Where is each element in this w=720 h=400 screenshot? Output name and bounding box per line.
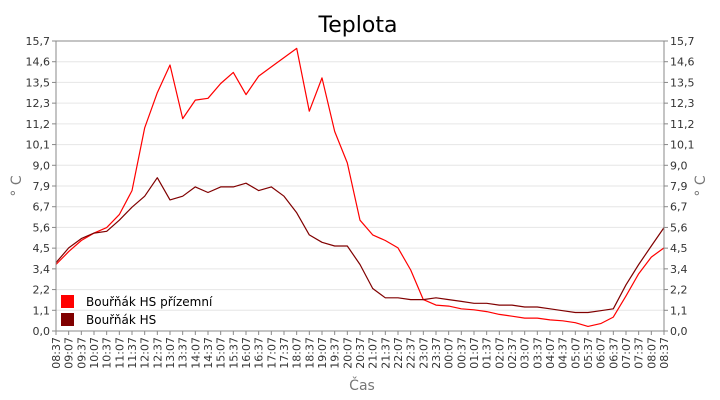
y-tick-label: 12,3 — [26, 97, 51, 110]
y-tick-label: 6,7 — [33, 201, 51, 214]
y-tick-label: 1,1 — [33, 304, 51, 317]
x-tick-label: 02:07 — [493, 337, 506, 369]
gridlines — [56, 61, 664, 311]
x-tick-label: 11:37 — [126, 337, 139, 369]
y-tick-label: 15,7 — [670, 35, 695, 48]
y-tick-label: 11,2 — [670, 118, 695, 131]
y-tick-label: 3,4 — [670, 263, 688, 276]
x-tick-label: 06:07 — [595, 337, 608, 369]
y-tick-label: 10,1 — [670, 139, 695, 152]
x-tick-label: 08:37 — [658, 337, 671, 369]
chart-title: Teplota — [318, 13, 398, 38]
y-tick-label: 7,9 — [670, 180, 688, 193]
legend-label-hs: Bouřňák HS — [86, 313, 156, 327]
y-tick-label: 14,6 — [670, 56, 695, 69]
x-tick-label: 12:07 — [139, 337, 152, 369]
x-tick-label: 19:37 — [329, 337, 342, 369]
y-tick-label: 14,6 — [26, 56, 51, 69]
x-tick-label: 23:37 — [430, 337, 443, 369]
x-tick-label: 08:37 — [50, 337, 63, 369]
x-tick-label: 13:07 — [164, 337, 177, 369]
x-tick-label: 06:37 — [607, 337, 620, 369]
y-tick-label: 6,7 — [670, 201, 688, 214]
x-tick-label: 10:07 — [88, 337, 101, 369]
x-tick-label: 15:37 — [227, 337, 240, 369]
x-tick-label: 00:07 — [443, 337, 456, 369]
y-tick-label: 11,2 — [26, 118, 51, 131]
y-tick-label: 9,0 — [670, 159, 688, 172]
y-tick-label: 0,0 — [33, 325, 51, 338]
x-tick-label: 17:37 — [278, 337, 291, 369]
series-layer — [55, 47, 665, 327]
x-tick-label: 22:07 — [392, 337, 405, 369]
x-tick-label: 14:07 — [189, 337, 202, 369]
y-tick-label: 12,3 — [670, 97, 695, 110]
x-tick-label: 01:37 — [481, 337, 494, 369]
x-tick-label: 22:37 — [405, 337, 418, 369]
series-line-0 — [55, 47, 665, 327]
x-tick-label: 10:37 — [101, 337, 114, 369]
y-tick-label: 9,0 — [33, 159, 51, 172]
x-tick-label: 05:37 — [582, 337, 595, 369]
x-tick-label: 18:37 — [303, 337, 316, 369]
x-tick-label: 21:07 — [367, 337, 380, 369]
x-tick-label: 04:37 — [557, 337, 570, 369]
x-tick-label: 08:07 — [645, 337, 658, 369]
x-tick-label: 07:37 — [633, 337, 646, 369]
x-tick-label: 15:07 — [215, 337, 228, 369]
y-tick-label: 10,1 — [26, 139, 51, 152]
y-tick-label: 13,5 — [670, 76, 695, 89]
x-tick-label: 17:07 — [265, 337, 278, 369]
legend-swatch-hs — [61, 313, 74, 326]
y-tick-label: 2,2 — [33, 284, 51, 297]
y-tick-label: 4,5 — [33, 242, 51, 255]
x-tick-label: 16:07 — [240, 337, 253, 369]
x-tick-label: 03:07 — [519, 337, 532, 369]
y-tick-label: 0,0 — [670, 325, 688, 338]
y-tick-label: 3,4 — [33, 263, 51, 276]
y-tick-label: 5,6 — [670, 221, 688, 234]
x-tick-label: 12:37 — [151, 337, 164, 369]
x-tick-label: 03:37 — [531, 337, 544, 369]
y-tick-label: 5,6 — [33, 221, 51, 234]
x-axis-label: Čas — [349, 376, 375, 394]
x-tick-label: 07:07 — [620, 337, 633, 369]
x-tick-label: 02:37 — [506, 337, 519, 369]
x-tick-label: 19:07 — [316, 337, 329, 369]
x-tick-label: 16:37 — [253, 337, 266, 369]
x-tick-label: 11:07 — [113, 337, 126, 369]
legend: Bouřňák HS přízemní Bouřňák HS — [61, 295, 213, 327]
y-axis-left: 0,0 1,1 2,2 3,4 4,5 5,6 6,7 7,9 9,0 10,1 11,2 12,3 1… — [26, 35, 56, 338]
x-tick-label: 01:07 — [468, 337, 481, 369]
x-tick-label: 13:37 — [177, 337, 190, 369]
y-tick-label: 7,9 — [33, 180, 51, 193]
x-axis: 08:37 09:07 09:37 10:07 10:37 11:07 11:37 12:07… — [50, 331, 671, 369]
legend-label-prizemni: Bouřňák HS přízemní — [86, 295, 213, 309]
x-tick-label: 09:07 — [63, 337, 76, 369]
legend-swatch-prizemni — [61, 295, 74, 308]
y-tick-label: 2,2 — [670, 284, 688, 297]
y-tick-label: 4,5 — [670, 242, 688, 255]
x-tick-label: 05:07 — [569, 337, 582, 369]
y-axis-label-left: ° C — [9, 175, 25, 196]
x-tick-label: 00:37 — [455, 337, 468, 369]
y-axis-label-right: ° C — [693, 175, 709, 196]
x-tick-label: 14:37 — [202, 337, 215, 369]
y-tick-label: 1,1 — [670, 304, 688, 317]
x-tick-label: 18:07 — [291, 337, 304, 369]
y-tick-label: 13,5 — [26, 76, 51, 89]
x-tick-label: 04:07 — [544, 337, 557, 369]
y-axis-right: 0,0 1,1 2,2 3,4 4,5 5,6 6,7 7,9 9,0 10,1 11,2 12,3 1… — [664, 35, 695, 338]
x-tick-label: 23:07 — [417, 337, 430, 369]
series-line-1 — [55, 177, 665, 314]
x-tick-label: 09:37 — [75, 337, 88, 369]
x-tick-label: 20:37 — [354, 337, 367, 369]
y-tick-label: 15,7 — [26, 35, 51, 48]
x-tick-label: 21:37 — [379, 337, 392, 369]
x-tick-label: 20:07 — [341, 337, 354, 369]
